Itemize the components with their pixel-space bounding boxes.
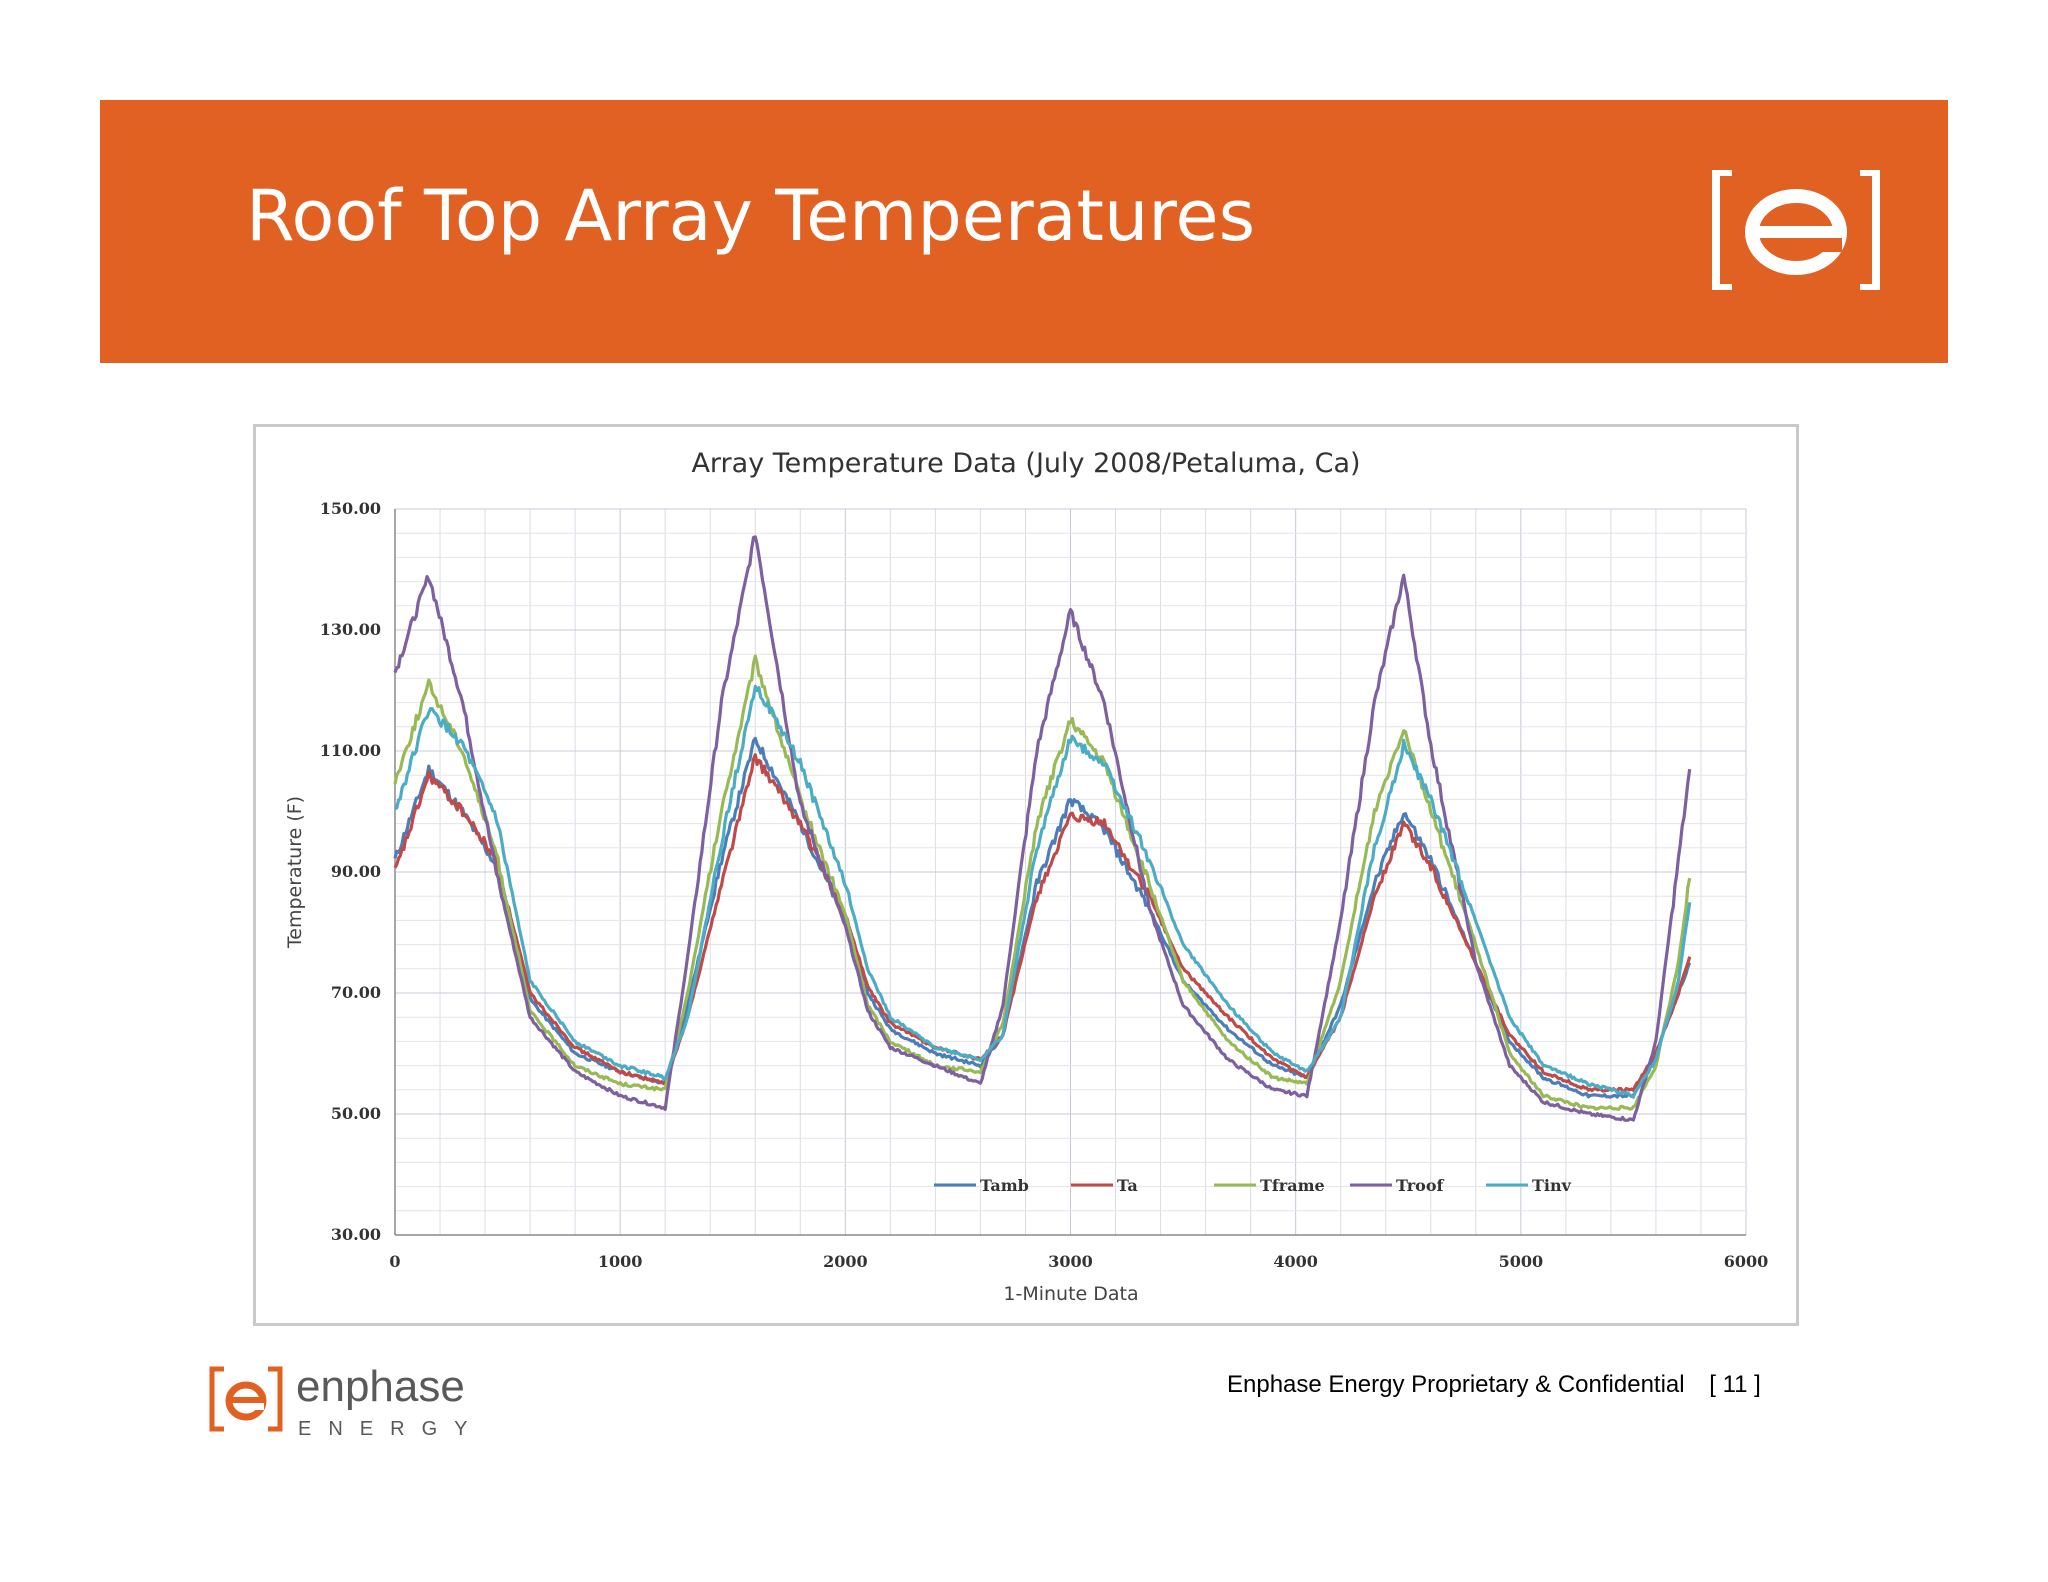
series-line-tamb xyxy=(393,736,1692,1099)
x-tick-label: 5000 xyxy=(1499,1252,1544,1271)
series-line-tframe xyxy=(393,654,1692,1111)
enphase-energy-logo: enphase ENERGY xyxy=(209,1362,484,1440)
x-tick-label: 4000 xyxy=(1273,1252,1318,1271)
x-tick-label: 3000 xyxy=(1048,1252,1093,1271)
series-line-tinv xyxy=(394,684,1692,1099)
footer-brand-sub: ENERGY xyxy=(298,1418,484,1440)
y-tick-label: 110.00 xyxy=(320,741,381,760)
temperature-line-chart: 0 1000 2000 3000 4000 5000 6000 30.00 50.00 70.00… xyxy=(284,448,1769,1305)
title-banner: Roof Top Array Temperatures xyxy=(100,100,1948,363)
y-tick-label: 90.00 xyxy=(331,862,381,881)
confidential-notice: Enphase Energy Proprietary & Confidentia… xyxy=(1227,1371,1685,1398)
y-axis-label: Temperature (F) xyxy=(284,796,306,949)
legend-label-ta: Ta xyxy=(1117,1176,1138,1195)
legend-label-tamb: Tamb xyxy=(980,1176,1029,1195)
page-number: [ 11 ] xyxy=(1709,1371,1761,1398)
y-tick-label: 50.00 xyxy=(331,1104,381,1123)
legend-label-troof: Troof xyxy=(1396,1176,1445,1195)
legend-label-tinv: Tinv xyxy=(1532,1176,1572,1195)
footer-brand-name: enphase xyxy=(296,1362,465,1411)
y-tick-label: 70.00 xyxy=(331,983,381,1002)
series-line-troof xyxy=(393,535,1692,1122)
x-axis-label: 1-Minute Data xyxy=(1003,1283,1138,1305)
x-tick-label: 0 xyxy=(389,1252,400,1271)
footer-text: Enphase Energy Proprietary & Confidentia… xyxy=(1227,1371,1761,1399)
y-tick-label: 30.00 xyxy=(331,1225,381,1244)
y-tick-label: 130.00 xyxy=(320,620,381,639)
legend-label-tframe: Tframe xyxy=(1260,1176,1325,1195)
x-tick-label: 6000 xyxy=(1724,1252,1769,1271)
x-tick-label: 2000 xyxy=(823,1252,868,1271)
chart-frame: 0 1000 2000 3000 4000 5000 6000 30.00 50.00 70.00… xyxy=(253,424,1799,1326)
x-tick-label: 1000 xyxy=(598,1252,643,1271)
y-tick-label: 150.00 xyxy=(320,499,381,518)
chart-title: Array Temperature Data (July 2008/Petalu… xyxy=(691,448,1360,479)
slide-title: Roof Top Array Temperatures xyxy=(246,175,1256,257)
enphase-logo-icon xyxy=(1712,170,1880,290)
